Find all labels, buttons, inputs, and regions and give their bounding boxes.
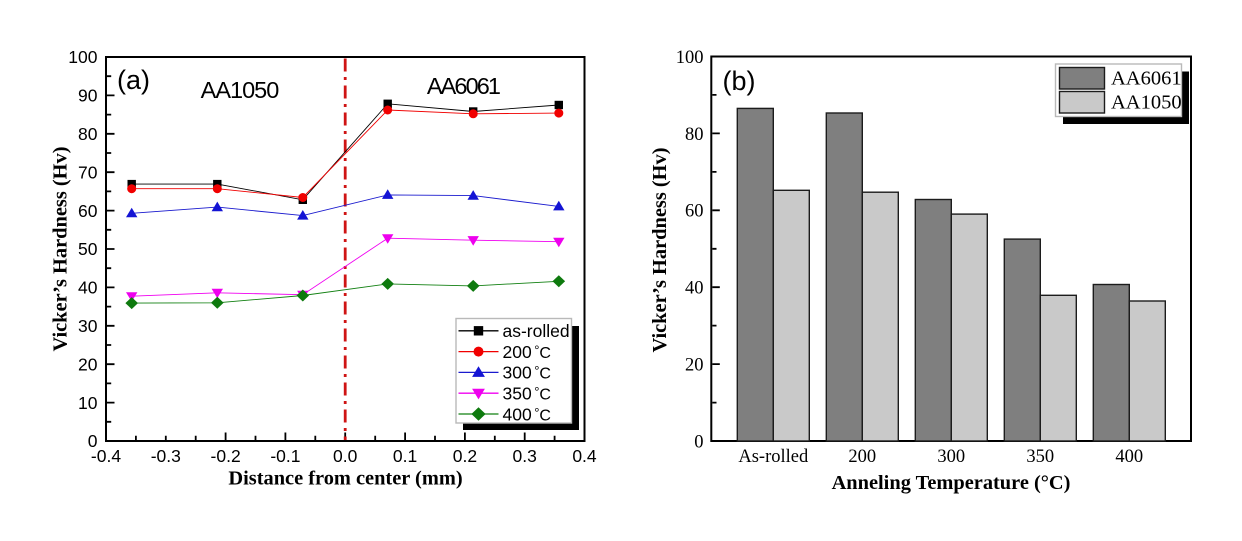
svg-text:50: 50 — [78, 239, 98, 259]
svg-text:-0.2: -0.2 — [211, 446, 241, 466]
svg-text:0.0: 0.0 — [333, 446, 358, 466]
svg-text:0.4: 0.4 — [572, 446, 597, 466]
svg-text:AA1050: AA1050 — [1111, 92, 1182, 114]
svg-text:0.2: 0.2 — [453, 446, 477, 466]
svg-text:(a): (a) — [117, 65, 150, 95]
svg-text:-0.4: -0.4 — [91, 446, 121, 466]
svg-text:40: 40 — [685, 279, 704, 299]
svg-text:80: 80 — [78, 124, 98, 144]
svg-text:100: 100 — [676, 48, 704, 68]
svg-text:Vicker’s Hardness (Hv): Vicker’s Hardness (Hv) — [50, 146, 72, 351]
svg-text:0.3: 0.3 — [513, 446, 537, 466]
svg-text:AA6061: AA6061 — [427, 73, 500, 99]
svg-text:200: 200 — [848, 447, 876, 467]
svg-text:90: 90 — [78, 86, 98, 106]
svg-text:350°C: 350 °C — [503, 384, 551, 404]
svg-text:0.1: 0.1 — [393, 446, 417, 466]
svg-text:10: 10 — [78, 393, 98, 413]
svg-text:AA1050: AA1050 — [201, 77, 280, 103]
svg-text:30: 30 — [78, 316, 98, 336]
svg-text:40: 40 — [78, 278, 98, 298]
svg-text:as-rolled: as-rolled — [503, 321, 570, 341]
svg-text:20: 20 — [78, 354, 98, 374]
svg-text:300°C: 300 °C — [503, 363, 551, 383]
svg-text:0: 0 — [88, 431, 98, 451]
svg-text:AA6061: AA6061 — [1111, 68, 1182, 90]
svg-text:60: 60 — [685, 202, 704, 222]
svg-text:300: 300 — [937, 447, 965, 467]
svg-text:200°C: 200 °C — [503, 342, 551, 362]
svg-text:(b): (b) — [723, 66, 756, 96]
svg-text:80: 80 — [685, 125, 704, 145]
svg-text:100: 100 — [68, 47, 97, 67]
svg-text:70: 70 — [78, 162, 98, 182]
svg-text:Distance from center (mm): Distance from center (mm) — [228, 468, 462, 490]
svg-text:400: 400 — [1115, 447, 1143, 467]
svg-text:Vicker’s Hardness (Hv): Vicker’s Hardness (Hv) — [649, 147, 671, 352]
svg-text:350: 350 — [1026, 447, 1054, 467]
svg-text:-0.3: -0.3 — [151, 446, 181, 466]
svg-text:-0.1: -0.1 — [270, 446, 300, 466]
svg-text:Anneling Temperature (°C): Anneling Temperature (°C) — [832, 472, 1071, 494]
svg-text:0: 0 — [694, 432, 703, 452]
svg-text:20: 20 — [685, 356, 704, 376]
svg-text:400°C: 400 °C — [503, 404, 551, 424]
svg-text:60: 60 — [78, 201, 98, 221]
svg-text:As-rolled: As-rolled — [738, 447, 809, 467]
